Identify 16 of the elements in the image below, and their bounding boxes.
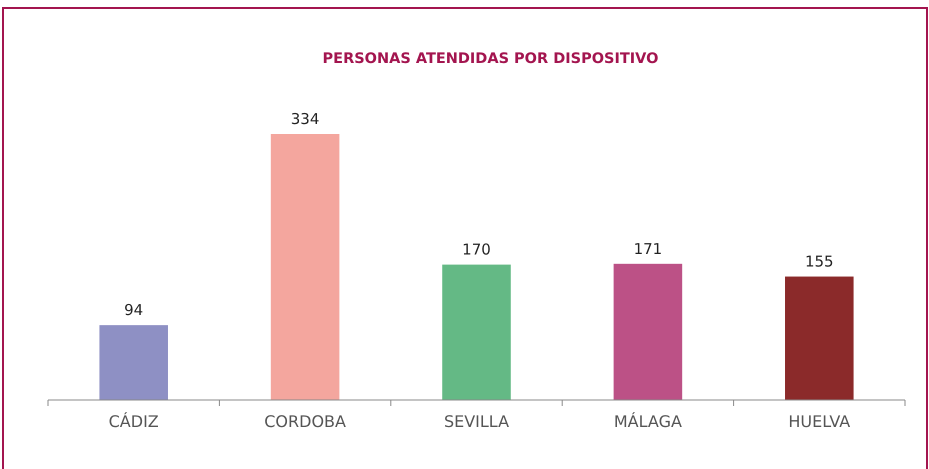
data-label: 334 bbox=[290, 110, 320, 128]
bar bbox=[442, 264, 511, 400]
data-label: 171 bbox=[634, 240, 662, 258]
data-label: 155 bbox=[804, 252, 834, 271]
x-tick-label: HUELVA bbox=[788, 412, 850, 431]
bar bbox=[270, 134, 340, 400]
bar bbox=[614, 264, 682, 400]
data-label: 170 bbox=[462, 240, 491, 259]
data-label: 94 bbox=[124, 301, 144, 320]
x-tick-label: SEVILLA bbox=[444, 412, 510, 431]
x-tick-label: MÁLAGA bbox=[614, 412, 682, 431]
bar bbox=[99, 325, 168, 400]
chart-title: PERSONAS ATENDIDAS POR DISPOSITIVO bbox=[322, 51, 658, 67]
x-tick-label: CÁDIZ bbox=[108, 412, 159, 431]
x-tick-label: CORDOBA bbox=[264, 412, 346, 431]
bar bbox=[785, 276, 854, 400]
